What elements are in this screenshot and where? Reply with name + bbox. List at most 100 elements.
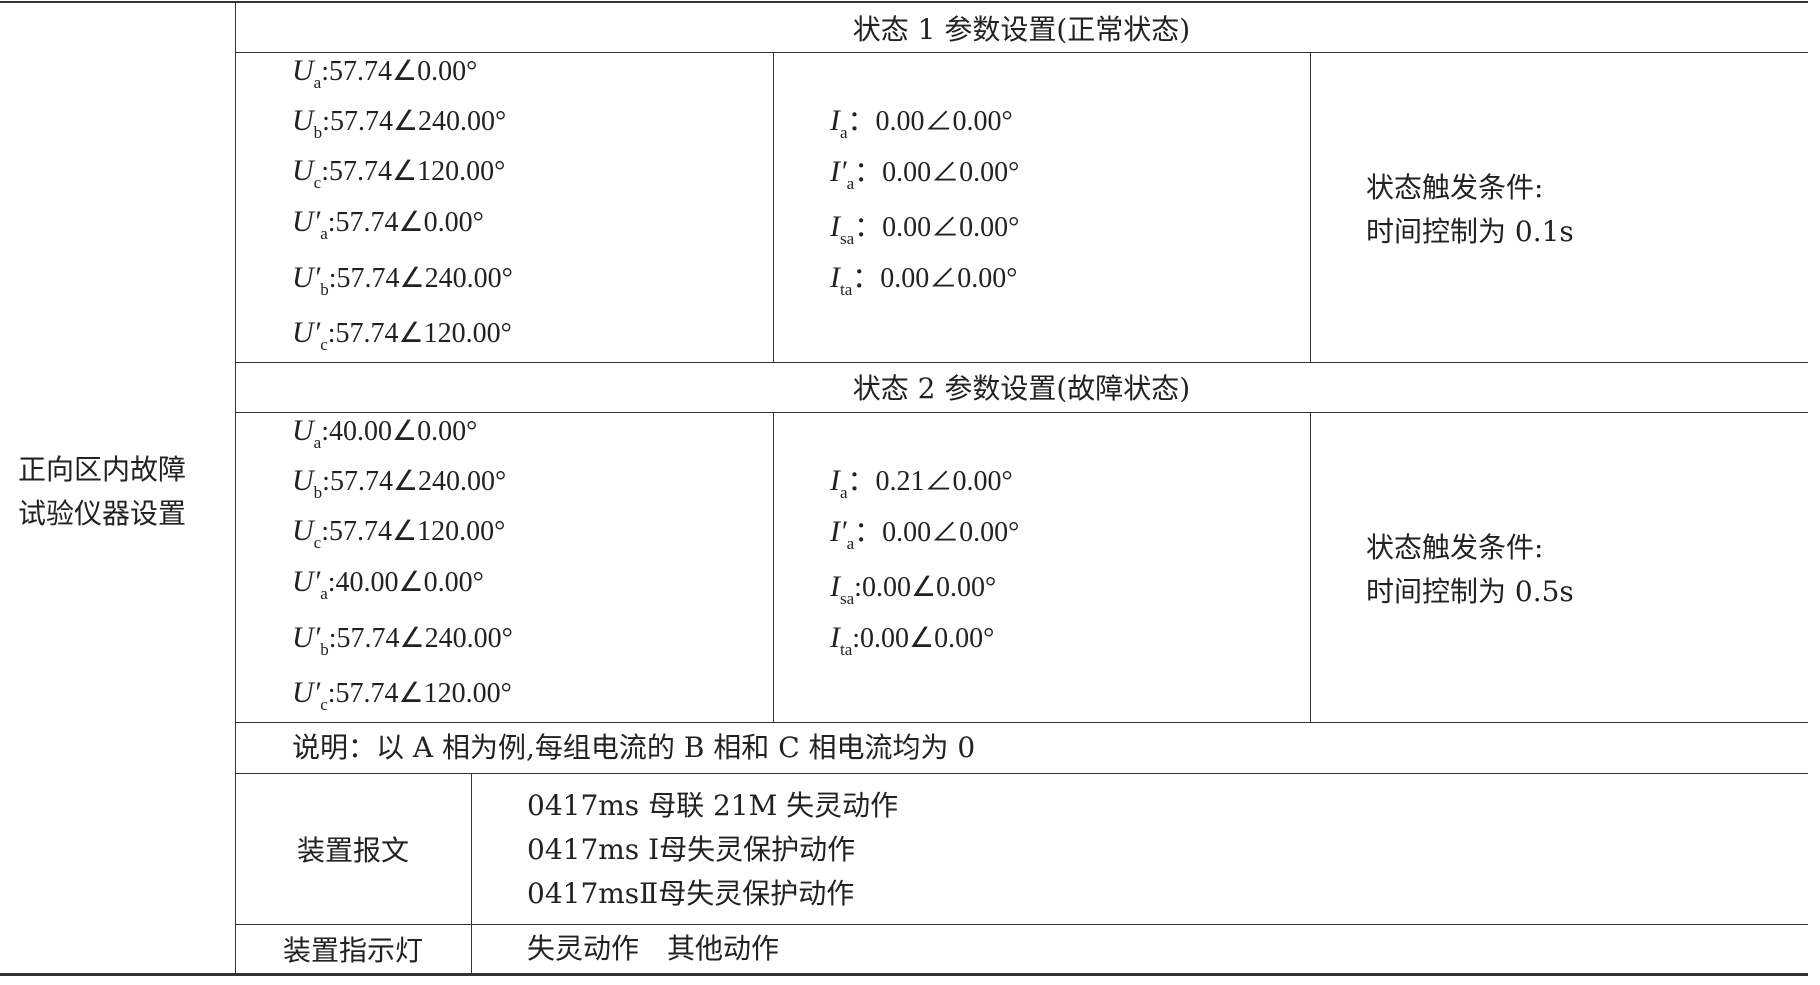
divider bbox=[773, 412, 774, 722]
phasor-symbol: U′a bbox=[292, 565, 328, 603]
phasor-entry: Isa:0.00∠0.00° bbox=[830, 570, 997, 608]
phasor-entry: U′a:40.00∠0.00° bbox=[292, 565, 484, 603]
symbol-prime: ′ bbox=[840, 515, 847, 548]
note: 说明：以 A 相为例,每组电流的 B 相和 C 相电流均为 0 bbox=[292, 731, 976, 764]
trigger-value: 时间控制为 0.1s bbox=[1366, 215, 1574, 248]
symbol-letter: U bbox=[292, 464, 314, 497]
symbol-prime: ′ bbox=[313, 621, 321, 654]
divider bbox=[235, 924, 1808, 925]
symbol-subscript: b bbox=[320, 640, 329, 659]
phasor-entry: U′a:57.74∠0.00° bbox=[292, 205, 484, 243]
phasor-entry: U′b:57.74∠240.00° bbox=[292, 261, 513, 299]
row-header-line: 试验仪器设置 bbox=[18, 497, 187, 530]
phasor-value: ：0.00∠0.00° bbox=[854, 212, 1020, 243]
symbol-subscript: sa bbox=[840, 229, 855, 248]
phasor-symbol: Ita bbox=[830, 621, 852, 659]
symbol-letter: U bbox=[292, 316, 314, 349]
symbol-prime: ′ bbox=[313, 205, 321, 238]
row-header-line: 正向区内故障 bbox=[18, 453, 187, 486]
symbol-subscript: sa bbox=[840, 589, 855, 608]
phasor-symbol: Isa bbox=[830, 210, 854, 248]
symbol-letter: U bbox=[292, 676, 314, 709]
divider bbox=[773, 52, 774, 362]
phasor-entry: Ub:57.74∠240.00° bbox=[292, 464, 506, 502]
phasor-symbol: Ia bbox=[830, 104, 848, 142]
row-header: 正向区内故障 试验仪器设置 bbox=[18, 448, 186, 536]
symbol-letter: I bbox=[830, 210, 840, 243]
symbol-letter: U bbox=[292, 514, 314, 547]
symbol-letter: U bbox=[292, 414, 314, 447]
message-line: 0417msⅡ母失灵保护动作 bbox=[527, 877, 855, 910]
phasor-value: :0.00∠0.00° bbox=[852, 623, 995, 654]
phasor-entry: Ia：0.00∠0.00° bbox=[830, 104, 1013, 142]
symbol-letter: I bbox=[830, 570, 840, 603]
symbol-subscript: a bbox=[320, 584, 328, 603]
symbol-subscript: ta bbox=[840, 640, 853, 659]
phasor-symbol: U′b bbox=[292, 621, 329, 659]
symbol-subscript: c bbox=[320, 695, 328, 714]
phasor-value: :57.74∠120.00° bbox=[327, 318, 512, 349]
phasor-symbol: Ub bbox=[292, 464, 322, 502]
message-line: 0417ms Ⅰ母失灵保护动作 bbox=[527, 833, 856, 866]
symbol-subscript: a bbox=[846, 174, 855, 193]
symbol-letter: I bbox=[830, 464, 840, 497]
symbol-subscript: b bbox=[320, 280, 329, 299]
phasor-entry: U′b:57.74∠240.00° bbox=[292, 621, 513, 659]
phasor-symbol: Ua bbox=[292, 414, 321, 452]
device-indicator-value: 失灵动作 其他动作 bbox=[527, 932, 780, 965]
phasor-value: :57.74∠240.00° bbox=[328, 263, 513, 294]
state-2-trigger: 状态触发条件: 时间控制为 0.5s bbox=[1366, 526, 1574, 614]
symbol-subscript: c bbox=[313, 173, 322, 192]
phasor-value: ：0.00∠0.00° bbox=[854, 157, 1020, 188]
symbol-prime: ′ bbox=[313, 261, 321, 294]
symbol-subscript: a bbox=[846, 534, 855, 553]
phasor-entry: U′c:57.74∠120.00° bbox=[292, 676, 512, 714]
phasor-value: ：0.00∠0.00° bbox=[854, 517, 1020, 548]
phasor-value: :57.74∠120.00° bbox=[321, 516, 506, 547]
phasor-value: :40.00∠0.00° bbox=[321, 416, 478, 447]
divider bbox=[1310, 52, 1311, 362]
symbol-subscript: b bbox=[313, 483, 323, 502]
state-2-title: 状态 2 参数设置(故障状态) bbox=[852, 372, 1191, 405]
symbol-letter: U bbox=[292, 154, 314, 187]
symbol-letter: I bbox=[830, 155, 840, 188]
symbol-letter: I bbox=[830, 104, 840, 137]
symbol-letter: U bbox=[292, 104, 314, 137]
phasor-value: :40.00∠0.00° bbox=[327, 567, 484, 598]
phasor-entry: U′c:57.74∠120.00° bbox=[292, 316, 512, 354]
symbol-letter: I bbox=[830, 515, 840, 548]
divider bbox=[235, 52, 1808, 53]
symbol-subscript: a bbox=[840, 483, 848, 502]
phasor-entry: Ita:0.00∠0.00° bbox=[830, 621, 995, 659]
phasor-entry: I′a：0.00∠0.00° bbox=[830, 155, 1020, 193]
symbol-letter: U bbox=[292, 565, 314, 598]
phasor-value: ：0.21∠0.00° bbox=[847, 466, 1013, 497]
symbol-subscript: c bbox=[320, 335, 328, 354]
message-line: 0417ms 母联 21M 失灵动作 bbox=[527, 789, 899, 822]
phasor-entry: I′a：0.00∠0.00° bbox=[830, 515, 1020, 553]
symbol-letter: U bbox=[292, 261, 314, 294]
phasor-value: :57.74∠240.00° bbox=[322, 106, 507, 137]
symbol-subscript: a bbox=[320, 224, 328, 243]
phasor-symbol: Ia bbox=[830, 464, 848, 502]
top-rule bbox=[0, 1, 1808, 3]
symbol-subscript: b bbox=[313, 123, 323, 142]
phasor-symbol: Ita bbox=[830, 261, 852, 299]
phasor-symbol: U′a bbox=[292, 205, 328, 243]
phasor-symbol: I′a bbox=[830, 515, 854, 553]
phasor-value: ：0.00∠0.00° bbox=[847, 106, 1013, 137]
divider bbox=[235, 412, 1808, 413]
divider bbox=[235, 362, 1808, 363]
phasor-entry: Ub:57.74∠240.00° bbox=[292, 104, 507, 142]
symbol-letter: U bbox=[292, 621, 314, 654]
device-indicator-label: 装置指示灯 bbox=[282, 933, 423, 967]
symbol-prime: ′ bbox=[840, 155, 847, 188]
phasor-value: :0.00∠0.00° bbox=[854, 572, 997, 603]
phasor-value: :57.74∠240.00° bbox=[328, 623, 513, 654]
phasor-entry: Uc:57.74∠120.00° bbox=[292, 514, 506, 552]
phasor-symbol: U′c bbox=[292, 316, 328, 354]
divider bbox=[235, 773, 1808, 774]
phasor-symbol: Uc bbox=[292, 154, 321, 192]
trigger-value: 时间控制为 0.5s bbox=[1366, 575, 1574, 608]
phasor-symbol: U′b bbox=[292, 261, 329, 299]
